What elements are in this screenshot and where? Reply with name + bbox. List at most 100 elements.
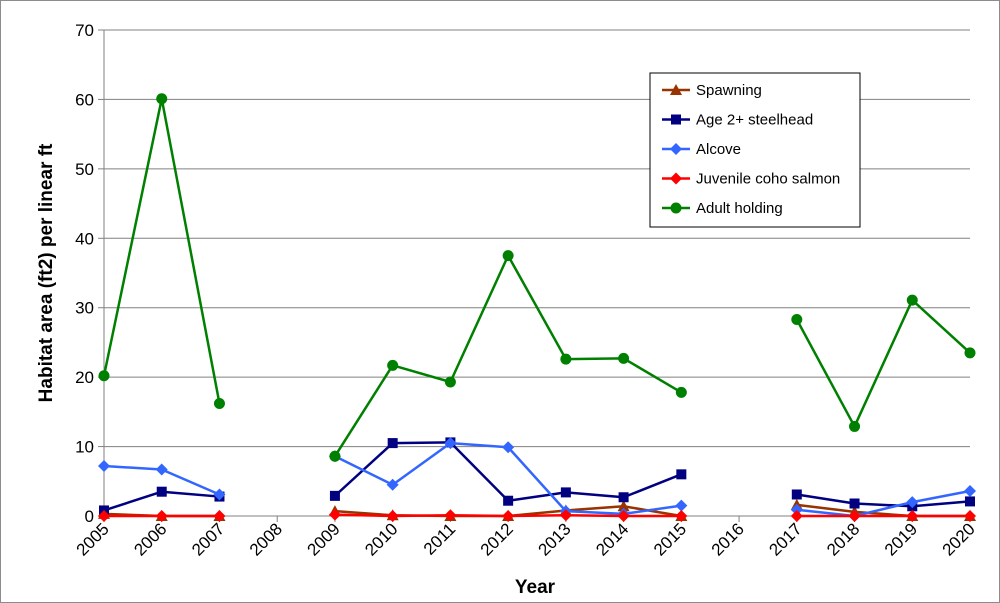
x-tick-label: 2010 [361, 519, 401, 559]
data-point [502, 441, 515, 454]
data-point [98, 510, 110, 522]
legend-label: Alcove [696, 141, 741, 158]
data-point [386, 510, 399, 522]
data-point [213, 488, 226, 501]
data-point [964, 510, 976, 522]
series-line [333, 254, 682, 457]
x-tick-label: 2009 [304, 519, 344, 559]
data-point [213, 398, 225, 410]
series-age-2-steelhead [99, 437, 975, 516]
data-point [618, 352, 630, 364]
x-tick-label: 2019 [881, 519, 921, 559]
data-point [965, 496, 975, 507]
data-point [98, 460, 110, 473]
data-point [387, 359, 399, 371]
x-tick-label: 2011 [420, 519, 459, 558]
legend: Spawning Age 2+ steelhead Alcove Juvenile c… [649, 72, 861, 228]
legend-item: Adult holding [662, 200, 783, 217]
data-point [617, 510, 630, 522]
legend-swatch-marker [671, 114, 681, 125]
y-tick-label: 40 [75, 229, 94, 248]
data-point [906, 294, 918, 306]
y-tick-label: 30 [75, 299, 94, 318]
data-point [502, 510, 515, 522]
y-tick-label: 0 [85, 507, 94, 526]
series-alcove [98, 437, 976, 522]
data-point [791, 314, 803, 326]
y-tick-label: 10 [75, 438, 94, 457]
data-point [791, 489, 802, 500]
data-point [790, 503, 803, 516]
legend-item: Age 2+ steelhead [662, 112, 813, 129]
data-point [444, 376, 456, 388]
x-tick-label: 2008 [246, 519, 286, 559]
legend-label: Adult holding [696, 200, 783, 217]
data-point [560, 487, 571, 498]
y-axis-label: Habitat area (ft2) per linear ft [36, 143, 57, 402]
legend-swatch-marker [670, 172, 682, 185]
data-point [503, 495, 514, 506]
legend-swatch-marker [670, 84, 682, 95]
data-point [675, 499, 688, 512]
data-point [560, 353, 572, 365]
data-point [444, 509, 457, 522]
legend-swatch-marker [670, 143, 682, 155]
data-point [675, 510, 688, 522]
y-tick-label: 50 [75, 160, 94, 179]
data-point [849, 420, 861, 432]
data-point [675, 386, 687, 398]
series-line [795, 298, 971, 428]
legend-swatch-marker [670, 202, 682, 214]
data-point [329, 450, 341, 462]
legend-label: Spawning [696, 82, 762, 99]
series-line [796, 489, 971, 518]
series-line [102, 97, 221, 404]
y-tick-label: 20 [75, 368, 94, 387]
legend-item: Alcove [662, 141, 741, 158]
data-point [328, 508, 341, 521]
x-tick-label: 2007 [188, 519, 228, 559]
data-point [848, 510, 861, 522]
x-tick-label: 2020 [939, 519, 979, 559]
x-axis-label: Year [515, 577, 556, 598]
y-tick-label: 70 [75, 21, 94, 40]
data-point [155, 463, 168, 476]
series-line [796, 503, 970, 518]
data-point [156, 93, 168, 105]
x-tick-label: 2006 [130, 519, 170, 559]
data-point [98, 370, 110, 382]
data-point [849, 498, 860, 509]
x-tick-label: 2012 [477, 519, 517, 559]
x-tick-label: 2015 [650, 519, 690, 559]
legend-item: Spawning [662, 82, 762, 99]
x-tick-label: 2016 [708, 519, 748, 559]
data-point [676, 469, 687, 480]
x-tick-label: 2005 [73, 519, 113, 559]
legend-label: Age 2+ steelhead [696, 112, 813, 129]
data-point [964, 347, 976, 359]
series-juvenile-coho-salmon [98, 508, 976, 522]
data-point [559, 509, 572, 522]
series-adult-holding [98, 93, 976, 462]
legend-item: Juvenile coho salmon [662, 171, 840, 188]
x-tick-label: 2014 [592, 519, 632, 559]
x-tick-label: 2017 [765, 519, 805, 559]
series-lines [98, 93, 976, 522]
series-line [796, 493, 971, 508]
data-point [502, 250, 514, 262]
data-point [156, 486, 167, 497]
legend-label: Juvenile coho salmon [696, 171, 840, 188]
data-point [618, 492, 629, 503]
data-point [386, 478, 399, 491]
y-tick-label: 60 [75, 90, 94, 109]
data-point [155, 510, 168, 522]
x-tick-label: 2018 [823, 519, 863, 559]
data-point [213, 510, 226, 522]
data-point [964, 485, 976, 498]
data-point [444, 437, 457, 450]
data-point [906, 510, 919, 522]
data-point [906, 496, 919, 509]
data-point [790, 510, 803, 522]
data-point [329, 490, 340, 501]
data-point [617, 500, 630, 512]
